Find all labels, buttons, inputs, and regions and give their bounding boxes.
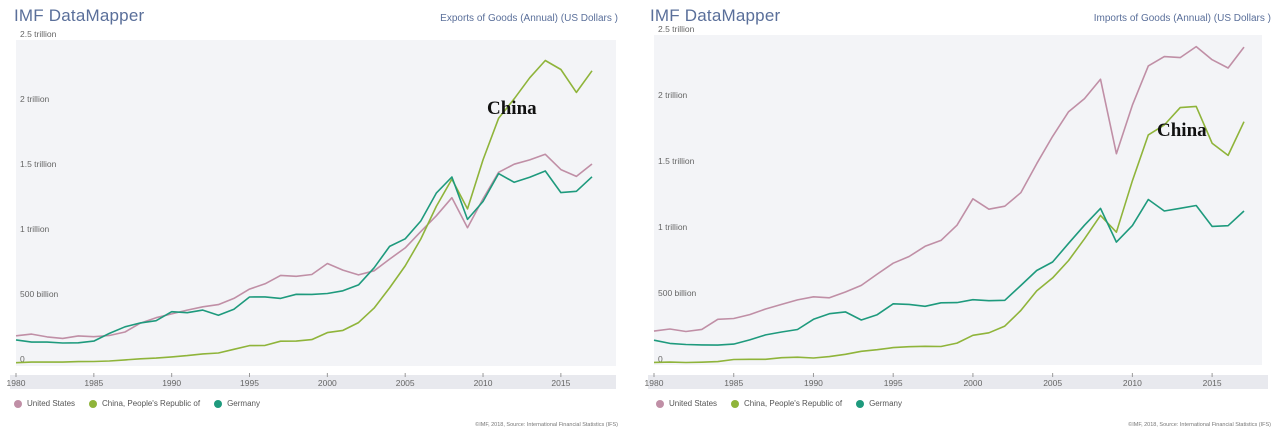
legend-item-united-states[interactable]: United States (656, 399, 717, 408)
y-tick-label: 2.5 trillion (20, 29, 57, 39)
brand-title: IMF DataMapper (14, 6, 145, 25)
legend-swatch (214, 399, 223, 408)
legend-item-united-states[interactable]: United States (14, 399, 75, 408)
legend-swatch (856, 399, 865, 408)
series-line-china-people-s-republic-of (15, 59, 593, 364)
chart-legend: United States China, People's Republic o… (14, 399, 260, 408)
legend-label: United States (27, 399, 76, 408)
x-tick-label: 1980 (7, 378, 26, 388)
exports-line-chart: 0 500 billion 1 trillion 1.5 trillion 2 tril… (7, 29, 616, 389)
series-line-germany (15, 170, 593, 344)
legend-swatch (656, 399, 664, 408)
x-tick-label: 1985 (724, 378, 743, 388)
legend-label: Germany (869, 399, 902, 408)
x-tick-label: 2005 (396, 378, 415, 388)
y-tick-label: 2 trillion (658, 90, 688, 100)
legend-item-germany[interactable]: Germany (214, 399, 260, 408)
x-tick-label: 2000 (318, 378, 337, 388)
x-tick-label: 2015 (1203, 378, 1222, 388)
y-tick-label: 1 trillion (20, 224, 50, 234)
legend-item-germany[interactable]: Germany (856, 399, 902, 408)
series-line-germany (653, 198, 1245, 346)
x-tick-label: 2005 (1043, 378, 1062, 388)
legend-item-china[interactable]: China, People's Republic of (89, 399, 200, 408)
chart-legend: United States China, People's Republic o… (656, 399, 902, 408)
x-tick-label: 1995 (884, 378, 903, 388)
y-tick-label: 500 billion (658, 288, 697, 298)
series-line-china-people-s-republic-of (653, 105, 1245, 364)
x-tick-label: 1990 (804, 378, 823, 388)
brand-title: IMF DataMapper (650, 6, 781, 25)
legend-item-china[interactable]: China, People's Republic of (731, 399, 842, 408)
legend-swatch (731, 399, 740, 408)
imports-line-chart: 0 500 billion 1 trillion 1.5 trillion 2 tril… (645, 24, 1268, 389)
y-tick-label: 1.5 trillion (658, 156, 695, 166)
plot-area (16, 40, 616, 366)
china-annotation: China (1157, 120, 1207, 141)
plot-area (654, 35, 1262, 365)
y-tick-label: 500 billion (20, 289, 59, 299)
y-tick-label: 2.5 trillion (658, 24, 695, 34)
legend-swatch (14, 399, 22, 408)
x-tick-label: 1995 (240, 378, 259, 388)
chart-title: Imports of Goods (Annual) (US Dollars ) (1093, 13, 1271, 24)
chart-title: Exports of Goods (Annual) (US Dollars ) (440, 13, 618, 24)
x-tick-label: 2015 (551, 378, 570, 388)
series-line-united-states (653, 45, 1245, 333)
legend-label: China, People's Republic of (102, 399, 201, 408)
y-tick-label: 2 trillion (20, 94, 50, 104)
china-annotation: China (487, 98, 537, 119)
y-tick-label: 0 (20, 354, 25, 364)
legend-swatch (89, 399, 98, 408)
source-note[interactable]: ©IMF, 2018, Source: International Financ… (475, 422, 618, 428)
x-axis-band (10, 375, 616, 389)
x-tick-label: 2000 (963, 378, 982, 388)
y-tick-label: 1 trillion (658, 222, 688, 232)
x-tick-label: 1985 (84, 378, 103, 388)
exports-chart-panel: IMF DataMapper Exports of Goods (Annual)… (0, 0, 632, 435)
legend-label: Germany (227, 399, 260, 408)
x-tick-label: 1980 (645, 378, 664, 388)
source-note[interactable]: ©IMF, 2018, Source: International Financ… (1128, 422, 1271, 428)
legend-label: China, People's Republic of (744, 399, 843, 408)
x-tick-label: 1990 (162, 378, 181, 388)
x-axis-band (648, 375, 1268, 389)
x-tick-label: 2010 (474, 378, 493, 388)
y-tick-label: 0 (658, 354, 663, 364)
series-line-united-states (15, 153, 593, 340)
imports-chart-panel: IMF DataMapper Imports of Goods (Annual)… (644, 0, 1281, 435)
y-tick-label: 1.5 trillion (20, 159, 57, 169)
x-tick-label: 2010 (1123, 378, 1142, 388)
legend-label: United States (669, 399, 718, 408)
